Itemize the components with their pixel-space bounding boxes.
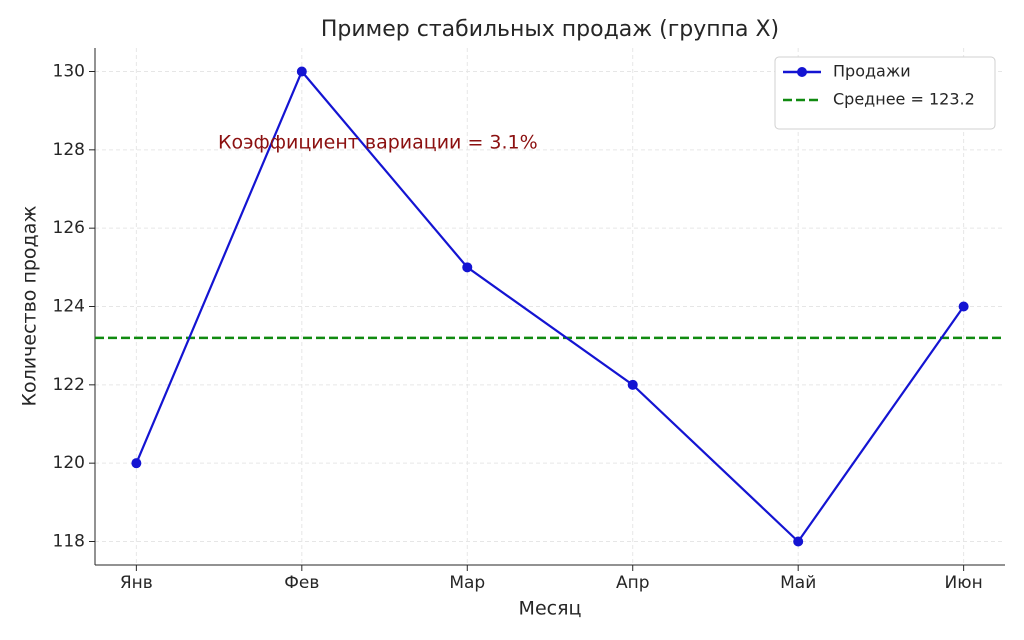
y-tick-label: 118 (53, 532, 85, 552)
y-tick-label: 124 (53, 297, 85, 317)
line (135, 69, 965, 544)
legend-label: Среднее = 123.2 (833, 90, 975, 109)
point (793, 536, 804, 547)
point (131, 458, 142, 469)
chart-title: Пример стабильных продаж (группа X) (321, 17, 779, 42)
y-tick-label: 126 (53, 218, 85, 238)
x-tick-label: Мар (449, 573, 485, 593)
legend-label: Продажи (833, 62, 911, 81)
annotation: Коэффициент вариации = 3.1% (218, 132, 538, 154)
y-tick-label: 120 (53, 453, 85, 473)
legend-marker (797, 67, 807, 77)
x-tick-label: Май (780, 573, 816, 593)
y-tick-label: 122 (53, 375, 85, 395)
x-axis-label: Месяц (519, 598, 582, 620)
x-tick-label: Июн (945, 573, 983, 593)
x-tick-label: Фев (284, 573, 319, 593)
point (627, 379, 638, 390)
legend-box (774, 56, 996, 130)
y-tick-label: 130 (53, 62, 85, 82)
point (296, 66, 307, 77)
point (462, 262, 473, 273)
point (958, 301, 969, 312)
y-axis-label: Количество продаж (19, 206, 41, 407)
x-tick-label: Янв (120, 573, 153, 593)
x-tick-label: Апр (616, 573, 650, 593)
y-tick-label: 128 (53, 140, 85, 160)
